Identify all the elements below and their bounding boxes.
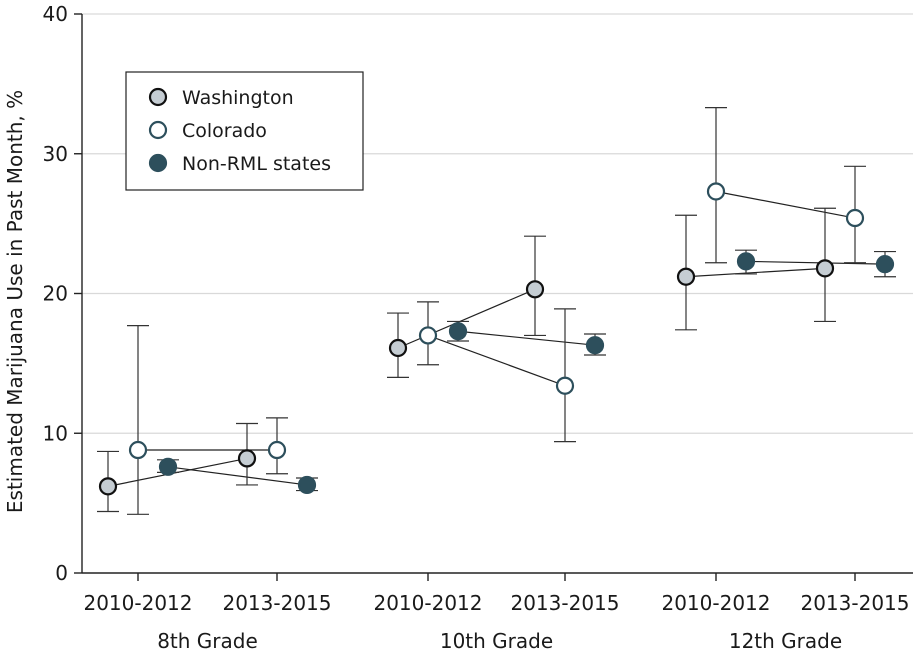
- legend-label: Non-RML states: [182, 153, 331, 175]
- data-point: [297, 475, 317, 495]
- data-point: [237, 449, 257, 468]
- data-points: [98, 182, 895, 496]
- trend-line: [715, 190, 856, 219]
- y-tick-label: 10: [43, 421, 68, 445]
- trend-line: [745, 260, 886, 265]
- data-point: [388, 338, 408, 358]
- data-point: [418, 326, 438, 345]
- y-tick-label: 40: [43, 2, 68, 26]
- legend-marker: [148, 120, 168, 140]
- data-point: [128, 440, 148, 460]
- trend-line: [397, 288, 536, 349]
- y-tick-label: 30: [43, 142, 68, 166]
- data-point: [525, 280, 545, 299]
- group-label: 12th Grade: [729, 629, 842, 653]
- legend: Washington Colorado Non-RML states: [125, 71, 364, 191]
- trend-line: [457, 330, 596, 346]
- trend-line: [167, 466, 308, 486]
- y-tick-label: 0: [55, 561, 68, 585]
- x-tick-label: 2010-2012: [83, 591, 192, 615]
- legend-label: Colorado: [182, 120, 267, 142]
- data-point: [676, 267, 696, 286]
- axes: [74, 13, 913, 581]
- trend-lines: [107, 190, 886, 487]
- x-tick-label: 2013-2015: [222, 591, 331, 615]
- legend-marker: [148, 153, 168, 173]
- data-point: [875, 255, 895, 274]
- y-axis-title: Estimated Marijuana Use in Past Month, %: [3, 90, 27, 513]
- group-label: 10th Grade: [440, 629, 553, 653]
- data-point: [845, 208, 865, 228]
- data-point: [555, 376, 575, 395]
- trend-line: [427, 334, 566, 387]
- axis-labels: 0 10 20 30 40 2010-2012 2013-2015 8th Grade 2010…: [3, 2, 910, 653]
- legend-label: Washington: [182, 87, 294, 109]
- data-point: [448, 322, 468, 341]
- x-tick-label: 2013-2015: [800, 591, 909, 615]
- group-label: 8th Grade: [157, 629, 258, 653]
- data-point: [267, 440, 287, 460]
- legend-marker: [148, 87, 168, 107]
- data-point: [158, 457, 178, 476]
- x-tick-label: 2010-2012: [373, 591, 482, 615]
- data-point: [736, 252, 756, 271]
- x-tick-label: 2013-2015: [510, 591, 619, 615]
- y-tick-label: 20: [43, 282, 68, 306]
- data-point: [585, 336, 605, 355]
- trend-line: [685, 267, 826, 278]
- x-tick-label: 2010-2012: [661, 591, 770, 615]
- data-point: [706, 182, 726, 201]
- data-point: [98, 477, 118, 496]
- data-point: [815, 259, 835, 278]
